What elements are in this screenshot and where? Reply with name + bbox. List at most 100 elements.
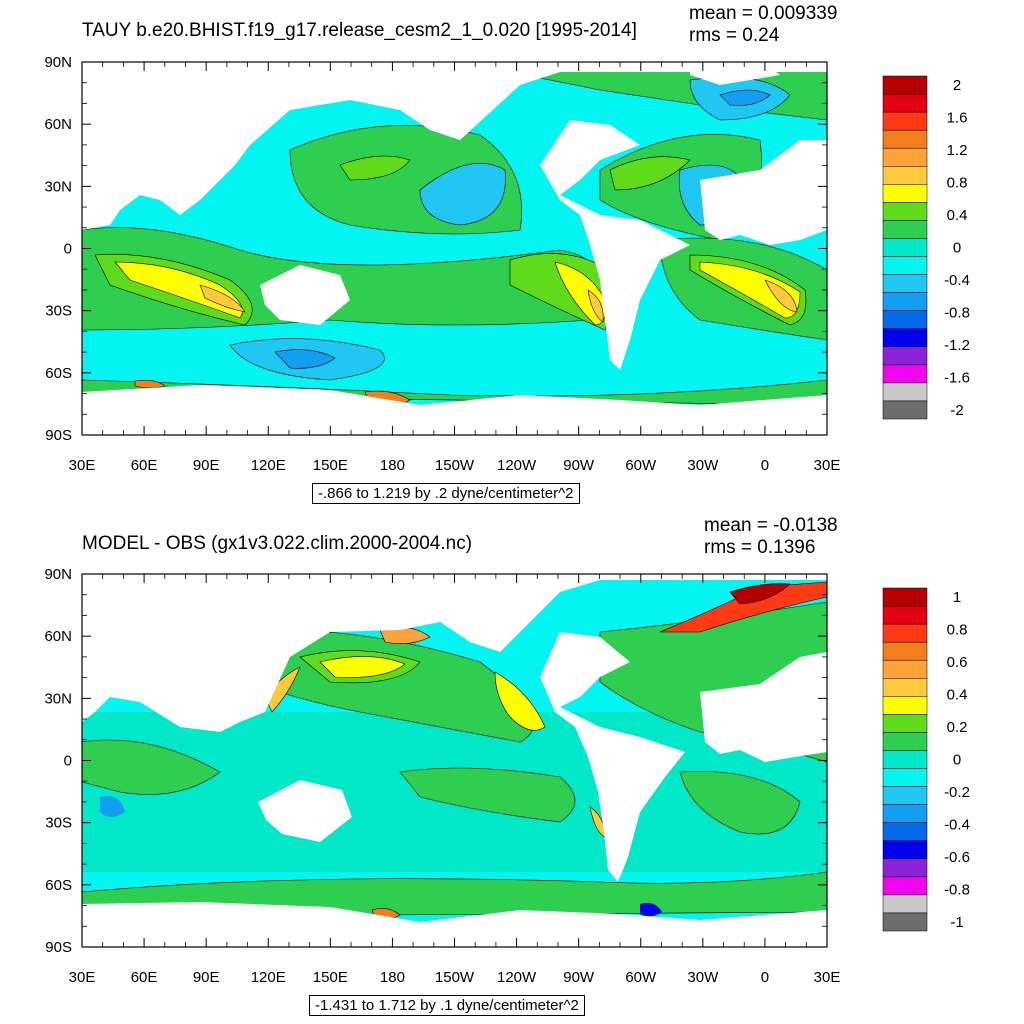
colorbar-label: -1.6 (944, 369, 970, 386)
field-region (419, 163, 506, 226)
colorbar-swatch (882, 858, 928, 878)
colorbar-swatch (882, 238, 928, 257)
x-tick-label: 60W (625, 969, 657, 986)
field-region (659, 581, 827, 633)
colorbar-swatch (882, 678, 928, 697)
colorbar-swatch (882, 256, 928, 275)
field-region (82, 739, 221, 795)
colorbar-label: 1.6 (947, 110, 968, 127)
x-tick-label: 60E (131, 457, 158, 474)
colorbar-label: 1.2 (947, 142, 968, 159)
x-tick-label: 30E (814, 457, 841, 474)
land-mass (82, 62, 827, 230)
colorbar-swatch (882, 292, 928, 311)
colorbar-swatch (882, 659, 928, 679)
y-tick-label: 90S (45, 939, 72, 956)
colorbar-label: 0.8 (947, 175, 968, 192)
colorbar: 1 0.8 0.6 0.4 0.2 0 -0.2 -0.4 -0.6 -0.8 -1 (882, 587, 970, 932)
x-tick-label: 150E (313, 457, 348, 474)
rms-stat: rms = 0.1396 (704, 537, 816, 558)
land-mass (700, 652, 827, 762)
x-tick-label: 180 (380, 969, 405, 986)
colorbar-label: -0.8 (944, 881, 970, 898)
y-tick-label: 30N (44, 178, 72, 195)
colorbar-swatch (882, 147, 928, 167)
colorbar-label: -1 (950, 914, 963, 931)
field-region (679, 771, 801, 835)
field-region (399, 767, 576, 823)
colorbar-swatch (882, 364, 928, 384)
colorbar-swatch (882, 202, 928, 221)
colorbar-label: 0 (953, 240, 961, 257)
x-tick-label: 0 (761, 457, 769, 474)
colorbar-swatch (882, 184, 928, 203)
colorbar-swatch (882, 382, 928, 402)
field-region (82, 379, 827, 406)
x-tick-label: 30E (69, 457, 96, 474)
y-tick-label: 60S (45, 877, 72, 894)
colorbar-swatch (882, 714, 928, 733)
colorbar-swatch (882, 220, 928, 239)
land-mass (260, 265, 350, 325)
x-tick-label: 30E (69, 969, 96, 986)
colorbar-label: 0 (953, 752, 961, 769)
field-region (100, 796, 125, 817)
colorbar-label: -0.2 (944, 784, 970, 801)
y-tick-label: 60N (44, 116, 72, 133)
mean-stat: mean = -0.0138 (704, 515, 838, 536)
x-tick-label: 90E (193, 969, 220, 986)
colorbar-swatch (882, 310, 928, 329)
field-region (199, 284, 246, 313)
colorbar-swatch (882, 623, 928, 643)
colorbar-swatch (882, 346, 928, 366)
colorbar-label: 0.4 (947, 687, 968, 704)
colorbar-swatch (882, 696, 928, 715)
x-tick-label: 30W (687, 969, 719, 986)
colorbar-label: 1 (953, 589, 961, 606)
mean-stat: mean = 0.009339 (689, 3, 838, 24)
x-tick-label: 60W (625, 457, 657, 474)
colorbar-swatch (882, 400, 928, 420)
map-plot: 30E 60E 90E 120E 150E 180 150W 120W 90W 60W 30W 0 30… (44, 54, 970, 474)
colorbar-label: 0.6 (947, 654, 968, 671)
map-field (82, 574, 827, 947)
colorbar-swatch (882, 75, 928, 95)
y-tick-label: 30N (44, 690, 72, 707)
land-mass (540, 632, 685, 882)
x-tick-label: 150E (313, 969, 348, 986)
y-tick-label: 90N (44, 566, 72, 583)
field-region (134, 379, 166, 389)
x-tick-label: 120E (251, 969, 286, 986)
y-tick-label: 30S (45, 303, 72, 320)
x-tick-label: 0 (761, 969, 769, 986)
field-region (114, 261, 243, 319)
x-tick-label: 150W (435, 457, 475, 474)
field-region (640, 903, 662, 917)
colorbar-swatch (882, 876, 928, 896)
colorbar-swatch (882, 840, 928, 860)
colorbar-swatch (882, 750, 928, 769)
y-tick-label: 90N (44, 54, 72, 71)
field-region (609, 156, 691, 191)
field-region (719, 89, 771, 106)
field-region (764, 279, 798, 313)
colorbar-swatch (882, 768, 928, 787)
field-region (339, 155, 411, 181)
colorbar-swatch (882, 732, 928, 751)
x-tick-label: 30E (814, 969, 841, 986)
y-tick-label: 30S (45, 815, 72, 832)
colorbar-swatch (882, 587, 928, 607)
colorbar-label: -0.4 (944, 272, 970, 289)
land-mass (700, 140, 827, 245)
x-tick-label: 150W (435, 969, 475, 986)
range-label: -1.431 to 1.712 by .1 dyne/centimeter^2 (309, 995, 585, 1016)
colorbar-swatch (882, 328, 928, 348)
colorbar-swatch (882, 274, 928, 293)
rms-stat: rms = 0.24 (689, 25, 780, 46)
colorbar-swatch (882, 111, 928, 131)
colorbar-swatch (882, 129, 928, 149)
axes-group: 30E 60E 90E 120E 150E 180 150W 120W 90W 60W 30W 0 30… (44, 54, 840, 474)
colorbar-label: -1.2 (944, 337, 970, 354)
panel-tauy: TAUY b.e20.BHIST.f19_g17.release_cesm2_1… (44, 3, 970, 504)
range-label: -.866 to 1.219 by .2 dyne/centimeter^2 (312, 483, 580, 504)
